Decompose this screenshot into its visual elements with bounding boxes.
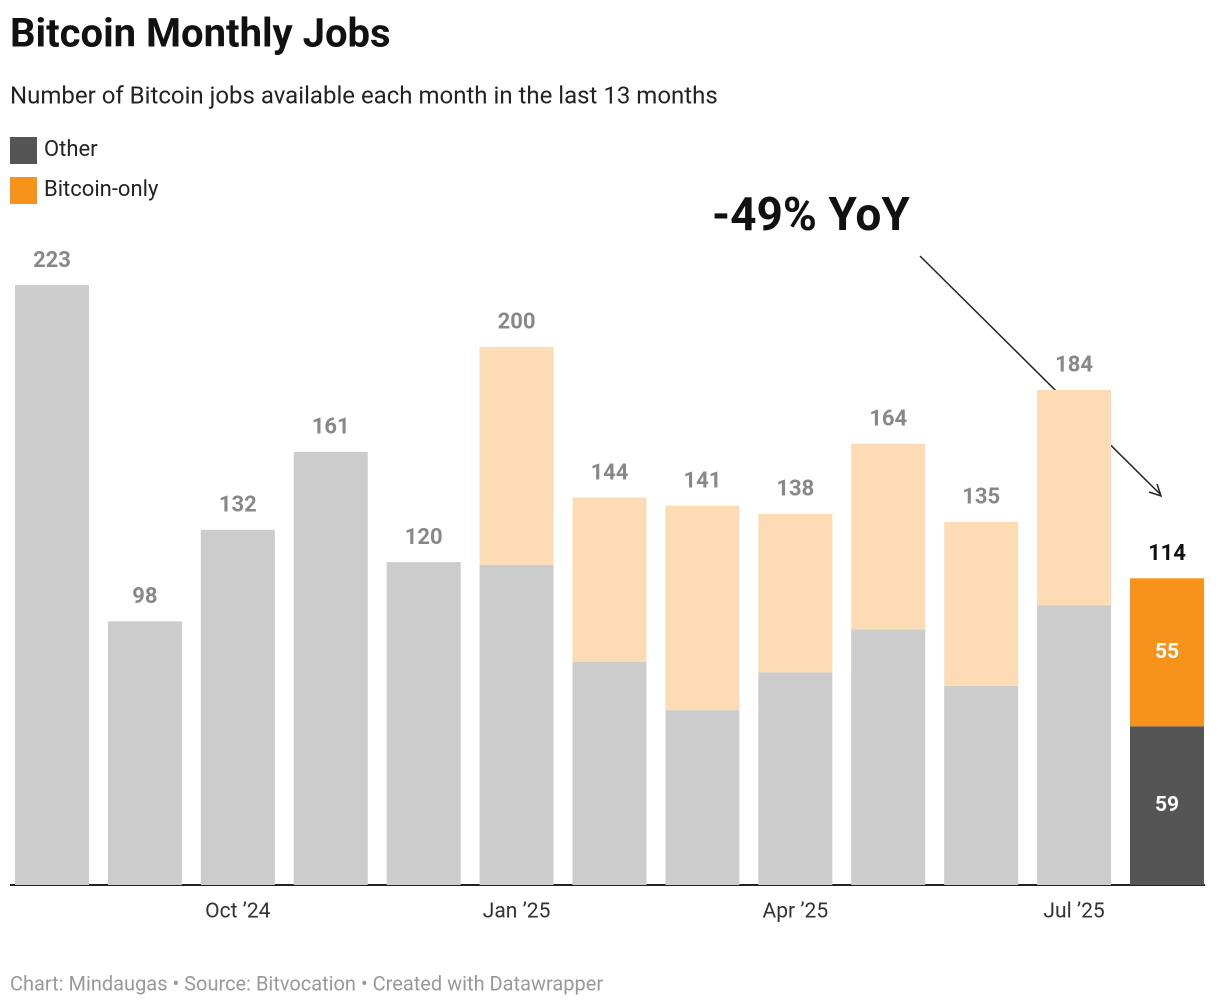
total-label: 184 xyxy=(1055,353,1093,378)
total-label: 223 xyxy=(33,248,71,273)
bar-segment xyxy=(851,629,926,885)
bar-segment xyxy=(1130,726,1204,885)
bar-segment xyxy=(386,562,461,885)
legend-label: Other xyxy=(44,137,98,162)
total-label: 98 xyxy=(132,584,157,609)
total-label: 138 xyxy=(776,477,814,502)
bar-segment xyxy=(851,443,926,630)
source-note: Chart: Mindaugas • Source: Bitvocation •… xyxy=(10,971,603,995)
legend-swatch xyxy=(10,137,37,164)
bar-segment xyxy=(572,497,647,662)
bar-segment xyxy=(15,285,89,885)
total-label: 135 xyxy=(962,485,1000,510)
bar-segment xyxy=(1037,389,1112,606)
segment-label: 55 xyxy=(1155,640,1179,664)
total-label: 200 xyxy=(498,310,536,335)
total-label: 161 xyxy=(312,415,350,440)
bar-segment xyxy=(479,346,554,565)
total-label: 114 xyxy=(1148,541,1186,566)
arrow-head xyxy=(1148,483,1163,498)
total-label: 132 xyxy=(219,493,257,518)
total-label: 141 xyxy=(683,468,721,493)
bar-segment xyxy=(758,513,833,673)
bar-segment xyxy=(1130,578,1204,727)
bar-segment xyxy=(758,672,833,885)
annotation: -49% YoY xyxy=(712,188,910,242)
annotation-arrow xyxy=(919,255,1161,495)
bar-segment xyxy=(200,529,275,885)
x-tick-label: Oct ’24 xyxy=(205,900,271,924)
bar-segment xyxy=(293,451,368,885)
x-tick-label: Jan ’25 xyxy=(483,900,551,924)
bar-segment xyxy=(665,710,740,885)
bar-segment xyxy=(1037,605,1112,885)
bar-segment xyxy=(107,621,182,885)
bar-segment xyxy=(479,564,554,885)
x-tick-label: Jul ’25 xyxy=(1043,900,1104,924)
chart-title: Bitcoin Monthly Jobs xyxy=(10,10,391,57)
bar-segment xyxy=(944,685,1019,885)
bar-segment xyxy=(944,521,1019,686)
x-tick-label: Apr ’25 xyxy=(763,900,829,924)
chart-subtitle: Number of Bitcoin jobs available each mo… xyxy=(10,81,718,109)
total-label: 120 xyxy=(405,525,443,550)
segment-label: 59 xyxy=(1155,793,1179,817)
total-label: 164 xyxy=(869,407,907,432)
bar-segment xyxy=(665,505,740,711)
total-label: 144 xyxy=(591,460,629,485)
legend-swatch xyxy=(10,177,37,204)
bar-segment xyxy=(572,661,647,885)
legend-label: Bitcoin-only xyxy=(44,177,159,202)
